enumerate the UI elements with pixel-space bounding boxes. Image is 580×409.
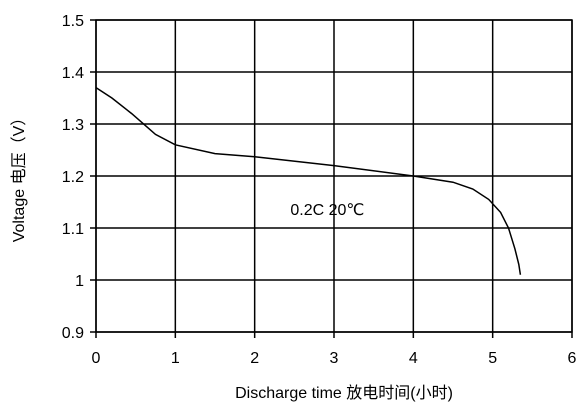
series-line-voltage bbox=[95, 86, 522, 275]
x-tick-label: 6 bbox=[568, 350, 577, 367]
y-tick-label: 1.5 bbox=[62, 13, 84, 30]
y-tick-label: 0.9 bbox=[62, 325, 84, 342]
x-axis-ticks: 0 1 2 3 4 5 6 bbox=[92, 332, 577, 367]
y-axis-ticks: 0.9 1 1.1 1.2 1.3 1.4 1.5 bbox=[62, 13, 96, 342]
x-tick-label: 1 bbox=[171, 350, 180, 367]
annotation-discharge-condition: 0.2C 20℃ bbox=[290, 202, 364, 219]
x-tick-label: 4 bbox=[409, 350, 418, 367]
y-tick-label: 1.4 bbox=[62, 65, 84, 82]
y-tick-label: 1.1 bbox=[62, 221, 84, 238]
y-tick-label: 1 bbox=[75, 273, 84, 290]
x-axis-title: Discharge time 放电时间(小时) bbox=[235, 384, 453, 402]
y-tick-label: 1.2 bbox=[62, 169, 84, 186]
x-tick-label: 2 bbox=[250, 350, 259, 367]
y-axis-title: Voltage 电压（V） bbox=[10, 110, 28, 243]
grid bbox=[95, 19, 573, 333]
x-tick-label: 3 bbox=[330, 350, 339, 367]
x-tick-label: 0 bbox=[92, 350, 101, 367]
x-tick-label: 5 bbox=[488, 350, 497, 367]
y-tick-label: 1.3 bbox=[62, 117, 84, 134]
